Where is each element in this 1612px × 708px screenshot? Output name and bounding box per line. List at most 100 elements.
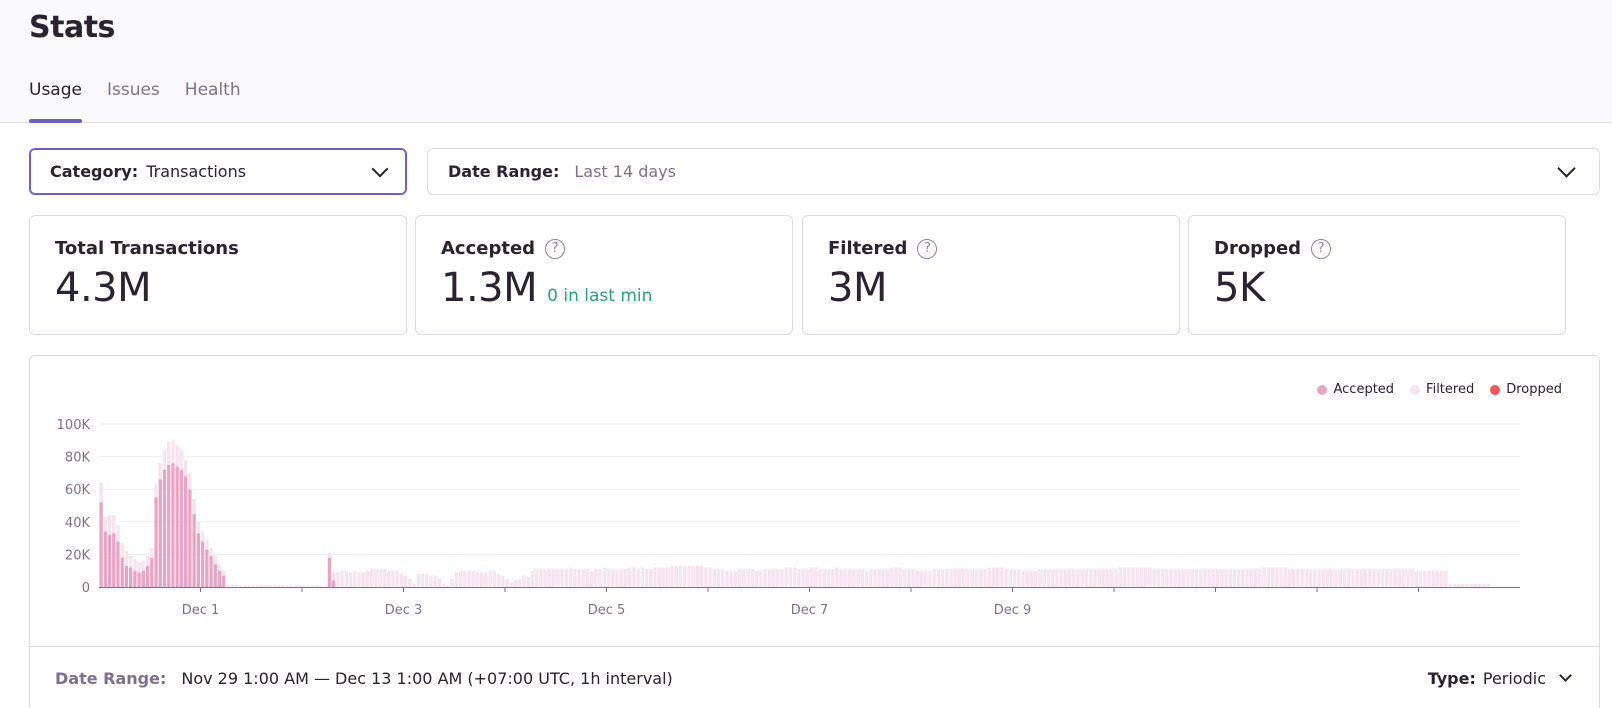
tab-issues[interactable]: Issues [106,80,160,100]
chevron-down-icon [1557,158,1576,178]
bar-filtered [116,525,120,542]
tab-health[interactable]: Health [184,80,241,100]
bar-filtered [99,482,103,503]
bar-accepted [120,557,124,587]
bar-filtered [1000,567,1004,587]
bar-filtered [746,569,750,587]
bar-filtered [1207,569,1211,587]
bar-filtered [1093,569,1097,587]
bar-filtered [991,567,996,587]
legend-item-accepted[interactable]: Accepted [1317,382,1394,397]
bar-filtered [611,569,615,587]
legend-item-filtered[interactable]: Filtered [1410,382,1474,397]
card-accepted: Accepted ? 1.3M 0 in last min [415,215,793,335]
bar-filtered [154,484,158,498]
bar-filtered [1080,569,1084,587]
bar-accepted [213,564,217,587]
bar-filtered [691,565,695,587]
bar-filtered [327,552,332,558]
bar-accepted [107,534,112,587]
bar-filtered [1406,569,1410,587]
help-icon[interactable]: ? [917,238,938,259]
chevron-down-icon [371,160,389,177]
bar-filtered [1105,569,1110,587]
card-total-transactions: Total Transactions 4.3M [29,215,407,335]
bar-filtered [1368,569,1372,587]
bar-filtered [1135,567,1139,587]
bar-filtered [814,567,818,587]
bar-filtered [213,556,217,565]
bar-filtered [1084,569,1089,587]
bar-filtered [1385,569,1389,587]
bar-filtered [974,569,979,587]
bar-filtered [539,569,543,587]
chart-legend: Accepted Filtered Dropped [1317,382,1562,397]
bar-filtered [171,440,175,464]
tab-usage[interactable]: Usage [29,80,82,123]
bar-accepted [154,497,158,587]
bar-filtered [619,569,623,587]
bar-accepted [192,513,196,587]
bar-filtered [238,585,243,587]
bar-filtered [1008,569,1012,587]
type-select[interactable]: Type: Periodic [1428,669,1574,688]
bar-filtered [1055,569,1059,587]
bar-filtered [403,575,408,587]
bar-filtered [1325,569,1330,587]
category-select[interactable]: Category: Transactions [29,148,407,195]
bar-filtered [488,570,492,587]
bar-filtered [1156,569,1161,587]
bar-filtered [1186,569,1190,587]
bar-filtered [382,569,387,587]
bar-filtered [1021,570,1025,587]
bar-filtered [336,572,340,587]
bar-filtered [1249,569,1254,587]
bar-filtered [1245,569,1249,587]
card-title-text: Total Transactions [55,238,239,259]
bar-filtered [1148,567,1152,587]
bar-filtered [255,585,260,587]
bar-filtered [1351,569,1355,587]
bar-filtered [615,569,619,587]
bar-filtered [628,567,632,587]
bar-filtered [416,573,420,587]
bar-filtered [839,569,843,587]
bar-filtered [458,570,463,587]
bar-filtered [298,585,302,587]
bar-filtered [1097,569,1101,587]
bar-filtered [712,569,716,587]
help-icon[interactable]: ? [1311,238,1332,259]
date-range-select[interactable]: Date Range: Last 14 days [427,148,1600,195]
bar-filtered [1029,570,1034,587]
bar-filtered [467,570,471,587]
bar-filtered [801,569,805,587]
bar-filtered [1215,569,1220,587]
help-icon[interactable]: ? [545,238,566,259]
bar-filtered [869,569,873,587]
bar-filtered [1372,569,1376,587]
bar-filtered [1089,569,1093,587]
bar-filtered [332,572,336,581]
bar-filtered [1059,569,1063,587]
bar-filtered [277,585,281,587]
bar-filtered [1313,569,1317,587]
bar-filtered [1038,569,1042,587]
legend-item-dropped[interactable]: Dropped [1490,382,1562,397]
bar-filtered [1114,569,1118,587]
bar-filtered [1241,569,1245,587]
bar-filtered [1440,570,1444,587]
card-title: Total Transactions [55,238,381,259]
footer-date-range-value: Nov 29 1:00 AM — Dec 13 1:00 AM (+07:00 … [181,668,673,688]
bar-filtered [780,569,784,587]
bar-filtered [133,559,137,571]
bar-filtered [932,569,936,587]
bar-filtered [1152,569,1156,587]
bar-filtered [374,569,378,587]
legend-dot [1490,384,1501,395]
bar-filtered [1144,567,1148,587]
bar-filtered [995,567,1000,587]
bar-filtered [1004,569,1008,587]
bar-filtered [441,583,446,587]
bar-filtered [509,582,513,587]
bar-filtered [1300,569,1304,587]
